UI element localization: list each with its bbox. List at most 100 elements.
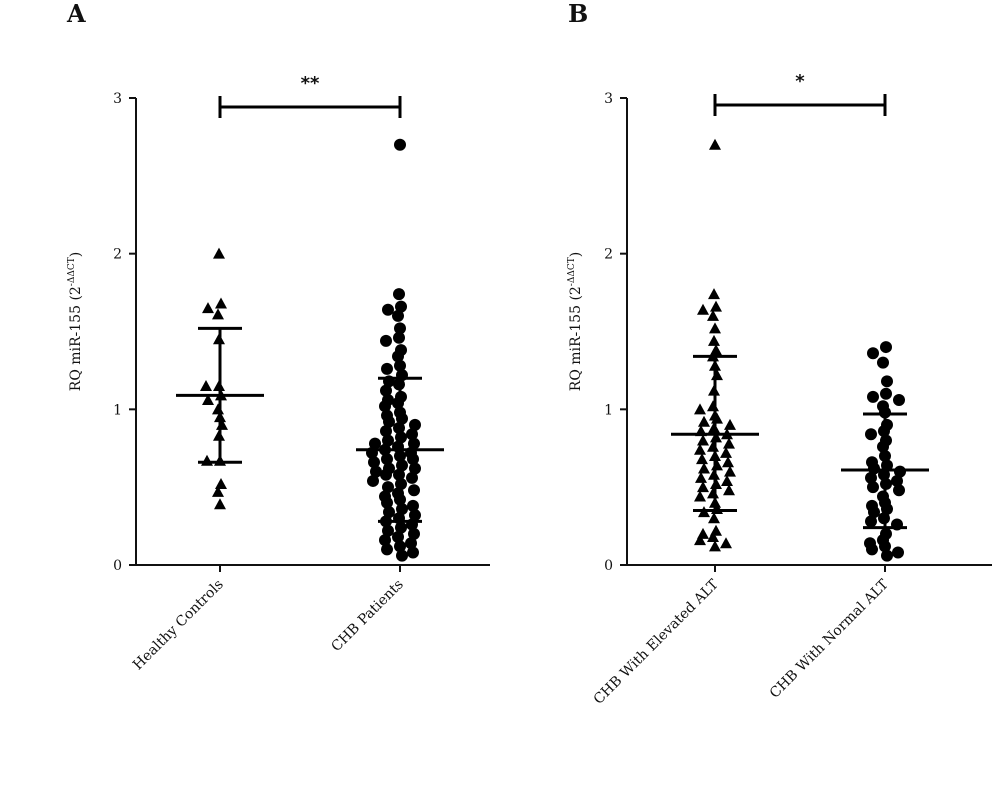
data-point-circle	[879, 540, 891, 553]
data-point-triangle	[709, 138, 721, 150]
panel-b: B 0 1 2 3 RQ miR-155 (2-ΔΔCT) CHB With Elevat…	[567, 0, 992, 708]
data-point-triangle	[696, 453, 708, 465]
y-tick-label: 2	[113, 247, 122, 263]
data-point-triangle	[724, 418, 736, 430]
y-axis-label-close: )	[68, 252, 84, 257]
data-point-triangle	[694, 403, 706, 415]
data-point-triangle	[695, 471, 707, 483]
significance-label: **	[301, 73, 320, 94]
panel-a: A 0 1 2 3 RQ miR-155 (2-ΔΔCT) Healthy Control…	[66, 0, 490, 673]
x-category-label: CHB With Normal ALT	[767, 576, 893, 702]
data-point-triangle	[707, 309, 719, 321]
data-point-circle	[383, 506, 395, 519]
data-point-triangle	[212, 485, 224, 497]
data-point-circle	[394, 322, 406, 335]
y-tick-label: 1	[113, 402, 122, 418]
data-point-triangle	[709, 540, 721, 552]
data-point-circle	[394, 540, 406, 553]
data-point-circle	[408, 437, 420, 450]
data-point-triangle	[697, 434, 709, 446]
data-point-circle	[880, 387, 892, 400]
y-tick-label: 0	[604, 558, 613, 574]
data-point-circle	[381, 362, 393, 375]
data-point-circle	[382, 524, 394, 537]
data-point-circle	[382, 434, 394, 447]
y-tick-label: 1	[604, 402, 613, 418]
y-tick-label: 3	[604, 91, 613, 107]
data-point-triangle	[720, 446, 732, 458]
data-point-circle	[369, 437, 381, 450]
data-point-circle	[893, 484, 905, 497]
data-point-circle	[395, 300, 407, 313]
y-axis-label-close: )	[568, 252, 584, 257]
data-point-triangle	[215, 478, 227, 490]
data-point-triangle	[723, 437, 735, 449]
data-point-circle	[370, 465, 382, 478]
data-point-triangle	[707, 530, 719, 542]
data-point-circle	[867, 481, 879, 494]
data-point-circle	[891, 474, 903, 487]
data-point-circle	[381, 496, 393, 509]
data-point-triangle	[212, 308, 224, 320]
data-point-circle	[865, 515, 877, 528]
data-point-triangle	[201, 454, 213, 466]
data-point-circle	[395, 521, 407, 534]
data-point-circle	[382, 481, 394, 494]
data-point-circle	[380, 468, 392, 481]
data-point-circle	[867, 390, 879, 403]
data-point-circle	[880, 341, 892, 354]
series-chb-with-elevated-alt	[671, 138, 759, 552]
data-point-triangle	[720, 537, 732, 549]
y-axis-label-superscript: -ΔΔCT	[67, 257, 77, 286]
data-point-triangle	[697, 303, 709, 315]
data-point-triangle	[215, 297, 227, 309]
data-point-circle	[394, 359, 406, 372]
data-point-triangle	[202, 302, 214, 314]
data-point-circle	[381, 543, 393, 556]
data-point-circle	[893, 393, 905, 406]
data-point-circle	[383, 415, 395, 428]
data-point-triangle	[708, 512, 720, 524]
data-point-circle	[881, 375, 893, 388]
data-point-circle	[406, 471, 418, 484]
data-point-circle	[409, 462, 421, 475]
data-point-circle	[865, 428, 877, 441]
data-point-triangle	[707, 400, 719, 412]
data-point-triangle	[709, 322, 721, 334]
series-healthy-controls	[176, 247, 264, 510]
y-tick-label: 3	[113, 91, 122, 107]
data-point-circle	[409, 418, 421, 431]
y-tick-label: 2	[604, 247, 613, 263]
data-point-triangle	[708, 288, 720, 300]
y-axis-label-main: RQ miR-155 (2	[568, 286, 584, 391]
data-point-circle	[367, 474, 379, 487]
data-point-triangle	[698, 462, 710, 474]
y-axis-label: RQ miR-155 (2-ΔΔCT)	[67, 252, 84, 391]
data-point-circle	[379, 534, 391, 547]
data-point-triangle	[698, 415, 710, 427]
data-point-circle	[396, 549, 408, 562]
data-point-circle	[379, 400, 391, 413]
data-point-circle	[407, 453, 419, 466]
data-point-triangle	[202, 393, 214, 405]
data-point-circle	[865, 471, 877, 484]
significance-label: *	[795, 71, 805, 92]
data-point-circle	[866, 543, 878, 556]
x-category-label: CHB Patients	[328, 577, 406, 655]
series-chb-patients	[356, 138, 444, 562]
data-point-triangle	[708, 334, 720, 346]
y-axis-label-main: RQ miR-155 (2	[68, 286, 84, 391]
data-point-circle	[406, 428, 418, 441]
data-point-circle	[892, 546, 904, 559]
data-point-circle	[380, 334, 392, 347]
data-point-triangle	[694, 490, 706, 502]
data-point-triangle	[200, 379, 212, 391]
data-point-triangle	[722, 456, 734, 468]
data-point-circle	[368, 456, 380, 469]
data-point-triangle	[697, 481, 709, 493]
data-point-triangle	[710, 300, 722, 312]
data-point-circle	[392, 530, 404, 543]
data-point-circle	[392, 350, 404, 363]
y-axis-label-superscript: -ΔΔCT	[567, 257, 577, 286]
